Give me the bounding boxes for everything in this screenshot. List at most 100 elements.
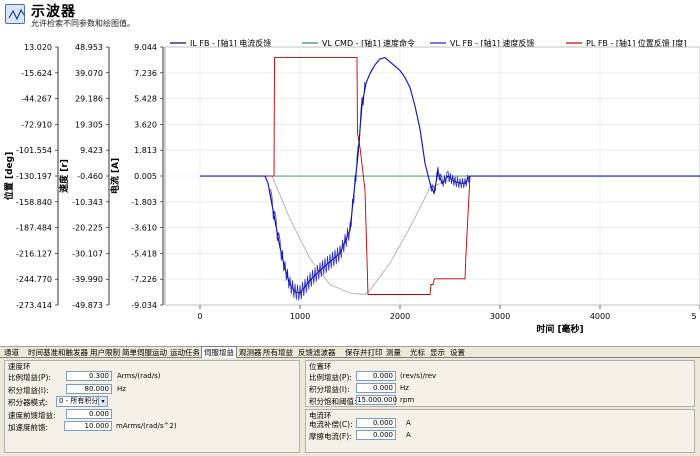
series-line-noise [200,57,699,301]
cur-tick-label: -3.610 [131,224,157,233]
field-label: 速度前馈增益: [8,410,56,420]
legend-label: IL FB - [轴1] 电流反馈 [190,38,271,48]
unit-label: mArms/(rad/s^2) [116,422,177,430]
value-input[interactable]: 0.000 [356,418,396,428]
series-line [200,57,700,295]
unit-label: Hz [400,384,409,392]
cur-axis-label: 电流 [A] [109,158,121,194]
unit-label: Hz [117,384,126,393]
current-loop-title: 电流环 [309,411,332,420]
field-label: 比例增益(P): [8,373,51,382]
vel-tick-label: -20.225 [72,224,103,233]
vel-tick-label: -39.990 [72,275,103,284]
vel-tick-label: 39.070 [75,69,103,78]
tab-5[interactable]: 伺服增益 [201,346,237,359]
pos-tick-label: -244.770 [16,275,52,284]
tab-3[interactable]: 简单伺服运动 [122,348,167,357]
pos-tick-label: -216.127 [16,249,52,258]
tab-7[interactable]: 所有增益 [263,348,293,357]
field-label: 积分饱和阈值: [309,397,357,406]
pos-tick-label: -130.197 [16,172,52,181]
vel-tick-label: -49.873 [72,301,103,310]
tab-6[interactable]: 观测器 [239,348,262,357]
tab-4[interactable]: 运动任务 [170,348,200,357]
pos-tick-label: -101.554 [16,146,52,155]
value-input[interactable]: 0.300 [66,371,112,381]
x-tick-label: 3000 [490,312,510,321]
tab-1[interactable]: 时间基准和触发器 [28,348,88,357]
vel-tick-label: 29.186 [75,95,103,104]
position-loop-title: 位置环 [309,362,332,371]
cur-tick-label: -1.803 [131,198,157,207]
tab-13[interactable]: 设置 [450,348,465,357]
tab-10[interactable]: 测量 [386,348,401,357]
integrator-mode-select[interactable]: 0 - 所有积分 ▾ [56,396,108,407]
unit-label: A [406,419,411,427]
pos-tick-label: -187.484 [16,224,52,233]
x-tick-label: 4000 [590,312,610,321]
vel-tick-label: 9.423 [80,146,103,155]
cur-tick-label: 3.620 [134,120,157,129]
cur-tick-label: -9.034 [131,301,157,310]
field-label: 积分增益(I): [309,385,350,394]
legend-label: VL CMD - [轴1] 速度命令 [322,38,415,48]
value-input[interactable]: 0.000 [356,430,396,440]
page-title: 示波器 [31,4,76,20]
value-input[interactable]: 80.000 [66,383,112,394]
legend-label: VL FB - [轴1] 速度反馈 [450,38,534,48]
value-input[interactable]: 15.000.000 [356,395,398,405]
legend-label: PL FB - [轴1] 位置反馈 [度] [586,38,687,48]
vel-tick-label: -30.107 [72,249,103,258]
value-input[interactable]: 0.000 [356,383,396,393]
legend: IL FB - [轴1] 电流反馈 VL CMD - [轴1] 速度命令 VL FB… [170,38,687,48]
chevron-down-icon[interactable]: ▾ [98,397,107,406]
pos-tick-label: -44.267 [21,95,52,104]
velocity-loop-title: 速度环 [8,362,31,371]
x-tick-label: 0 [197,312,202,321]
field-label: 比例增益(P): [309,373,352,382]
pos-axis-label: 位置 [deg] [3,152,15,200]
field-label: 积分器模式: [8,398,49,407]
value-input[interactable]: 0.000 [356,371,396,381]
tab-12[interactable]: 显示 [430,348,445,357]
cur-tick-label: 5.428 [134,95,157,104]
tab-2[interactable]: 用户限制 [90,348,120,357]
unit-label: Arms/(rad/s) [117,372,161,380]
velocity-loop-group [4,360,300,453]
header: 示波器 允许检索不同参数和绘图值。 [0,0,700,30]
pos-tick-label: -15.624 [21,69,52,78]
field-label: 摩擦电流(F): [309,432,352,441]
field-label: 电流补偿(C): [309,420,353,429]
cur-tick-label: -5.418 [131,249,157,258]
page-subtitle: 允许检索不同参数和绘图值。 [31,19,135,28]
field-label: 加速度前馈: [8,423,49,432]
x-tick-label: 2000 [390,312,410,321]
series-group [200,56,700,301]
x-axis-label: 时间 [毫秒] [536,323,583,335]
vel-axis-label: 速度 [r] [58,159,70,193]
axes: 13.020 -15.624 -44.267 -72.910 -101.554 -130.… [3,43,700,335]
field-label: 积分增益(I): [8,385,49,395]
cur-tick-label: -7.226 [131,275,157,284]
oscilloscope-icon [5,4,25,24]
vel-tick-label: 19.305 [75,120,103,129]
tab-11[interactable]: 光标 [410,348,425,357]
vel-tick-label: 48.953 [75,43,103,52]
tab-0[interactable]: 通道 [4,348,19,357]
vel-tick-label: -0.460 [77,172,103,181]
cur-tick-label: 9.044 [134,43,157,52]
cur-tick-label: 0.005 [134,172,157,181]
cur-tick-label: 1.813 [134,146,157,155]
value-input[interactable]: 0.000 [66,408,112,419]
unit-label: A [406,431,411,439]
pos-tick-label: -273.414 [16,301,52,310]
pos-tick-label: -158.840 [16,198,52,207]
x-tick-label: 1000 [290,312,310,321]
vel-tick-label: -10.343 [72,198,103,207]
value-input[interactable]: 10.000 [64,421,112,431]
series-line [200,175,700,295]
oscilloscope-chart[interactable]: IL FB - [轴1] 电流反馈 VL CMD - [轴1] 速度命令 VL FB… [0,0,700,346]
tab-9[interactable]: 保存并打印 [345,348,383,357]
select-value: 0 - 所有积分 [59,397,99,405]
tab-8[interactable]: 反馈滤波器 [298,348,336,357]
